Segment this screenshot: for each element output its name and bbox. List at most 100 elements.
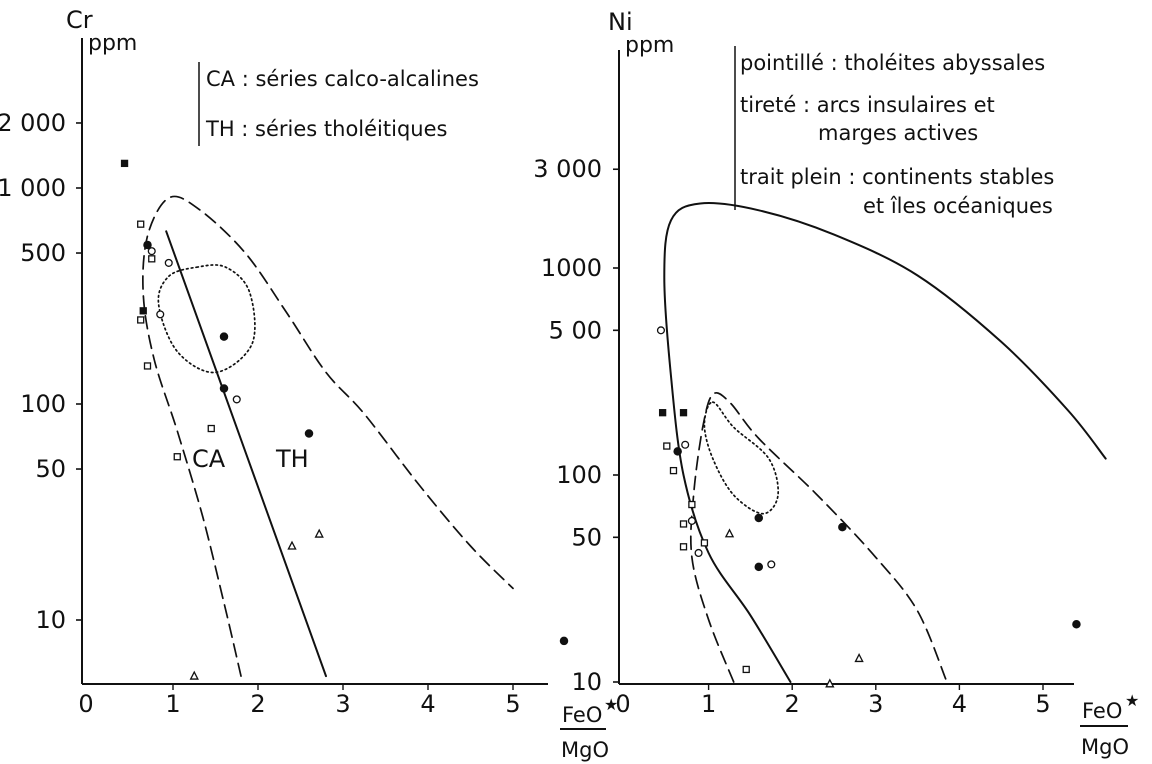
x-tick-label: 3 — [335, 690, 350, 718]
x-tick-label: 3 — [868, 690, 883, 718]
x-tick-label: 2 — [785, 690, 800, 718]
y-tick-label: 5 00 — [549, 316, 602, 344]
x-tick-label: 5 — [1035, 690, 1050, 718]
data-point-filled-square — [658, 409, 667, 417]
right-y-ticks: 3 000 1000 5 00 100 50 10 — [533, 155, 619, 696]
data-point-open-circle — [164, 258, 173, 267]
right-x-label-star: ★ — [1125, 691, 1139, 710]
data-point-open-triangle — [314, 528, 324, 538]
dashed-curve — [142, 195, 514, 677]
data-point-open-square — [663, 442, 671, 450]
data-point-filled-circle — [838, 522, 847, 532]
left-y-axis-label: Cr — [66, 6, 93, 34]
data-point-open-triangle — [854, 652, 864, 663]
data-point-filled-square — [679, 409, 688, 417]
data-point-filled-circle — [219, 332, 229, 341]
right-legend-item-trait-plein: trait plein : continents stables — [740, 165, 1054, 189]
x-tick-label: 5 — [505, 690, 520, 718]
data-point-open-circle — [232, 395, 241, 404]
y-tick-label: 100 — [20, 390, 66, 418]
data-point-filled-circle — [1072, 620, 1081, 629]
data-point-open-square — [742, 665, 750, 674]
annotation-th: TH — [275, 445, 309, 473]
data-point-open-circle — [687, 516, 696, 525]
y-tick-label: 2 000 — [0, 109, 66, 137]
y-tick-label: 10 — [35, 606, 66, 634]
right-x-label-denominator: MgO — [1081, 735, 1129, 759]
x-tick-label: 4 — [952, 690, 967, 718]
data-point-open-triangle — [724, 528, 735, 538]
right-panel: 3 000 1000 5 00 100 50 10 0 1 2 3 4 5 Ni ppm point… — [533, 8, 1139, 759]
y-tick-label: 1000 — [541, 254, 602, 282]
dotted-curve — [157, 264, 256, 374]
data-point-open-square — [143, 362, 152, 370]
left-curves — [142, 195, 514, 678]
data-point-filled-circle — [754, 513, 764, 523]
right-curves — [663, 202, 1107, 683]
dashed-curve — [689, 391, 948, 683]
data-point-open-square — [137, 316, 145, 324]
left-x-label-numerator: FeO — [562, 703, 602, 727]
solid-curve — [165, 230, 327, 678]
right-y-axis-label: Ni — [608, 8, 633, 36]
data-point-open-square — [688, 500, 696, 509]
left-y-ticks: 2 000 1 000 500 100 50 10 — [0, 109, 82, 634]
data-point-open-square — [679, 520, 688, 528]
y-tick-label: 500 — [20, 239, 66, 267]
left-x-label-star: ★ — [604, 695, 618, 714]
data-point-open-square — [207, 424, 215, 433]
left-x-label-denominator: MgO — [561, 738, 609, 762]
y-tick-label: 50 — [571, 523, 602, 551]
data-point-open-circle — [656, 326, 665, 335]
data-point-open-square — [700, 539, 709, 547]
x-tick-label: 2 — [250, 690, 265, 718]
data-point-filled-circle — [219, 384, 229, 393]
y-tick-label: 50 — [35, 455, 66, 483]
right-legend-item-tirete: tireté : arcs insulaires et — [740, 93, 995, 117]
left-legend-item-ca: CA : séries calco-alcalines — [206, 67, 479, 91]
left-panel: 2 000 1 000 500 100 50 10 0 1 2 3 4 5 Cr ppm CA : … — [0, 6, 618, 762]
data-point-open-circle — [147, 247, 156, 256]
data-point-open-triangle — [287, 540, 297, 550]
y-tick-label: 3 000 — [533, 155, 602, 183]
left-points — [120, 159, 569, 680]
x-tick-label: 1 — [165, 690, 180, 718]
right-x-ticks: 0 1 2 3 4 5 — [615, 684, 1051, 718]
left-y-unit: ppm — [88, 31, 137, 56]
annotation-ca: CA — [192, 445, 226, 473]
x-tick-label: 1 — [701, 690, 716, 718]
data-point-open-circle — [694, 548, 703, 558]
data-point-open-circle — [681, 440, 690, 449]
data-point-filled-circle — [673, 447, 682, 456]
x-tick-label: 4 — [420, 690, 435, 718]
right-legend-item-tirete-line2: marges actives — [818, 121, 978, 145]
data-point-filled-square — [120, 159, 129, 168]
data-point-open-circle — [767, 560, 776, 569]
data-point-open-square — [669, 466, 678, 475]
right-legend-item-trait-plein-line2: et îles océaniques — [863, 194, 1053, 218]
right-y-unit: ppm — [625, 33, 674, 58]
data-point-filled-circle — [304, 429, 314, 438]
data-point-open-triangle — [189, 670, 199, 680]
data-point-filled-circle — [143, 240, 152, 250]
solid-curve — [663, 202, 1107, 683]
right-points — [656, 326, 1081, 688]
data-point-filled-circle — [559, 636, 569, 646]
dotted-curve — [703, 401, 780, 515]
data-point-open-triangle — [825, 678, 835, 688]
left-legend-item-th: TH : séries tholéitiques — [205, 117, 447, 141]
left-x-axis-label: FeO ★ MgO — [560, 695, 618, 762]
right-x-label-numerator: FeO — [1082, 699, 1122, 723]
x-tick-label: 0 — [78, 690, 93, 718]
left-x-ticks: 0 1 2 3 4 5 — [78, 684, 521, 718]
y-tick-label: 10 — [571, 668, 602, 696]
right-legend-item-pointille: pointillé : tholéites abyssales — [740, 51, 1045, 75]
data-point-open-square — [679, 543, 688, 551]
data-point-filled-square — [139, 307, 147, 315]
right-x-axis-label: FeO ★ MgO — [1080, 691, 1139, 759]
data-point-open-circle — [156, 310, 165, 319]
data-point-open-square — [137, 220, 145, 228]
y-tick-label: 100 — [556, 461, 602, 489]
y-tick-label: 1 000 — [0, 174, 66, 202]
